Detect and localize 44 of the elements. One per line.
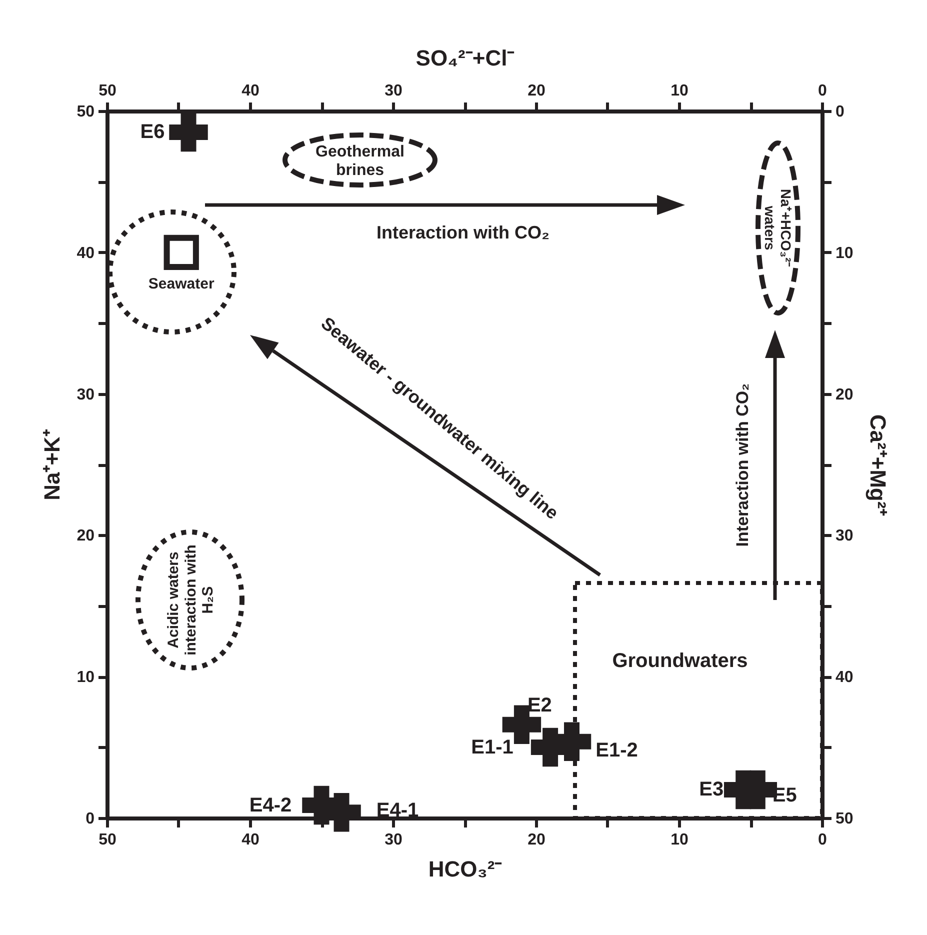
y2-tick-label: 40 xyxy=(836,669,854,686)
y-tick-label: 10 xyxy=(76,669,95,686)
y-tick-label: 50 xyxy=(76,104,95,120)
annotation: E1-1 xyxy=(471,736,514,758)
annotation: Interaction with CO₂ xyxy=(376,222,550,242)
annotation: E6 xyxy=(140,121,165,144)
x-tick-label: 40 xyxy=(242,82,260,100)
annotation: E3 xyxy=(699,778,724,801)
x-tick-label: 10 xyxy=(670,82,688,100)
annotation: E2 xyxy=(527,694,552,717)
point xyxy=(164,234,199,270)
x-tick-label: 50 xyxy=(98,82,116,100)
x2-axis-title: SO₄²⁻+Cl⁻ xyxy=(416,46,516,70)
y2-tick-label: 0 xyxy=(836,104,844,120)
annotation: E1-2 xyxy=(596,740,638,762)
y-tick-label: 30 xyxy=(76,386,95,404)
x-tick-label: 0 xyxy=(818,82,828,100)
x2-tick-label: 10 xyxy=(670,832,688,848)
point xyxy=(169,112,208,152)
x-tick-label: 20 xyxy=(528,82,546,100)
y2-tick-label: 10 xyxy=(836,244,854,262)
y-tick-label: 40 xyxy=(76,244,95,262)
x2-tick-label: 40 xyxy=(242,832,260,848)
y2-tick-label: 20 xyxy=(836,386,854,404)
x-tick-label: 30 xyxy=(384,82,402,100)
x2-tick-label: 20 xyxy=(528,832,546,848)
y-tick-label: 20 xyxy=(76,528,95,545)
series-label: Seawater xyxy=(148,275,214,292)
y-tick-label: 0 xyxy=(86,810,95,828)
y-axis-title: Na⁺+K⁺ xyxy=(40,428,65,500)
x2-tick-label: 50 xyxy=(98,832,116,848)
annotation: Interaction with CO₂ xyxy=(732,383,752,547)
annotation: Geothermal brines xyxy=(316,143,404,179)
y2-axis-title: Ca²⁺+Mg²⁺ xyxy=(865,414,890,517)
annotation: E4-1 xyxy=(376,799,419,822)
annotation: Acidic waters interaction with H₂S xyxy=(165,544,216,656)
annotation: Na⁺+HCO₃²⁻ waters xyxy=(762,188,794,268)
x2-tick-label: 0 xyxy=(818,832,828,848)
y2-tick-label: 50 xyxy=(836,810,854,828)
annotation: E4-2 xyxy=(249,794,292,816)
x-axis-title: HCO₃²⁻ xyxy=(428,856,503,882)
annotation: Groundwaters xyxy=(612,650,748,672)
y2-tick-label: 30 xyxy=(836,528,854,545)
x2-tick-label: 30 xyxy=(384,832,402,848)
